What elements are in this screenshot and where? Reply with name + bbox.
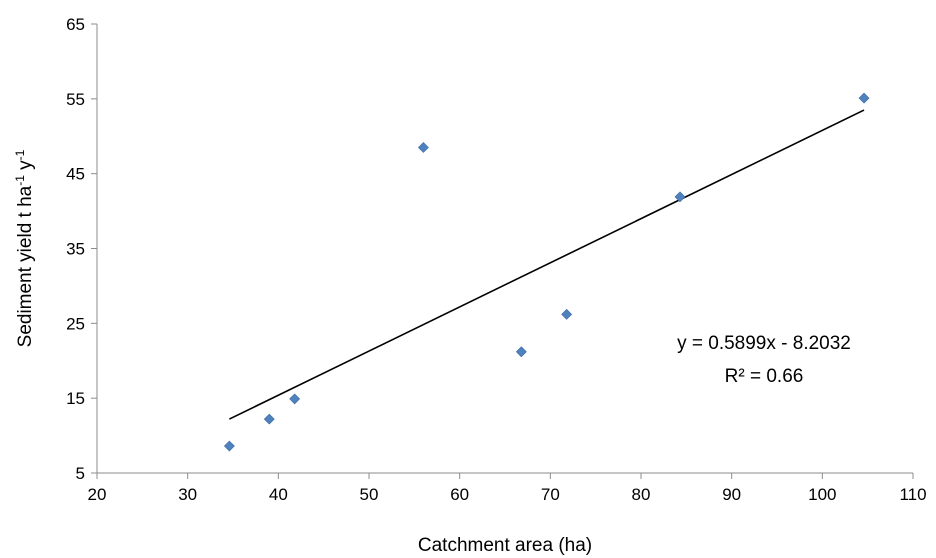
x-axis-title: Catchment area (ha) <box>418 535 592 556</box>
data-points <box>223 92 870 452</box>
y-axis-title-superscript: -1 <box>13 175 27 186</box>
y-axis-title: Sediment yield t ha-1 y-1 <box>13 149 36 347</box>
data-point <box>289 393 301 405</box>
data-point <box>858 92 870 104</box>
x-tick-label: 90 <box>722 485 741 504</box>
x-tick-label: 70 <box>541 485 560 504</box>
x-tick-label: 20 <box>88 485 107 504</box>
y-tick-label: 25 <box>66 314 85 333</box>
y-tick-label: 5 <box>76 464 85 483</box>
data-point <box>417 142 429 153</box>
y-tick-label: 35 <box>66 240 85 259</box>
x-tick-label: 60 <box>450 485 469 504</box>
trendline-equation: y = 0.5899x - 8.2032 <box>677 333 851 354</box>
data-point <box>674 191 686 203</box>
y-axis-ticks: 5 15 25 35 45 55 65 <box>66 15 97 483</box>
y-tick-label: 45 <box>66 165 85 184</box>
x-axis-ticks: 20 30 40 50 60 70 80 90 100 110 <box>88 473 927 504</box>
x-tick-label: 80 <box>632 485 651 504</box>
x-tick-label: 50 <box>360 485 379 504</box>
data-point <box>561 308 573 320</box>
y-axis-title-superscript: -1 <box>13 149 27 160</box>
data-point <box>223 440 235 452</box>
data-point <box>263 413 275 425</box>
r-squared-label: R² = 0.66 <box>725 366 804 387</box>
x-tick-label: 100 <box>808 485 836 504</box>
y-tick-label: 65 <box>66 15 85 34</box>
x-tick-label: 30 <box>178 485 197 504</box>
y-tick-label: 55 <box>66 90 85 109</box>
y-axis-title-part: y <box>15 160 36 175</box>
data-point <box>515 346 527 358</box>
y-axis-title-part: Sediment yield t ha <box>15 185 36 347</box>
x-tick-label: 40 <box>269 485 288 504</box>
trendline-group <box>229 109 865 420</box>
x-tick-label: 110 <box>899 485 926 504</box>
axes <box>96 24 913 474</box>
y-tick-label: 15 <box>66 389 85 408</box>
trendline <box>229 109 865 420</box>
